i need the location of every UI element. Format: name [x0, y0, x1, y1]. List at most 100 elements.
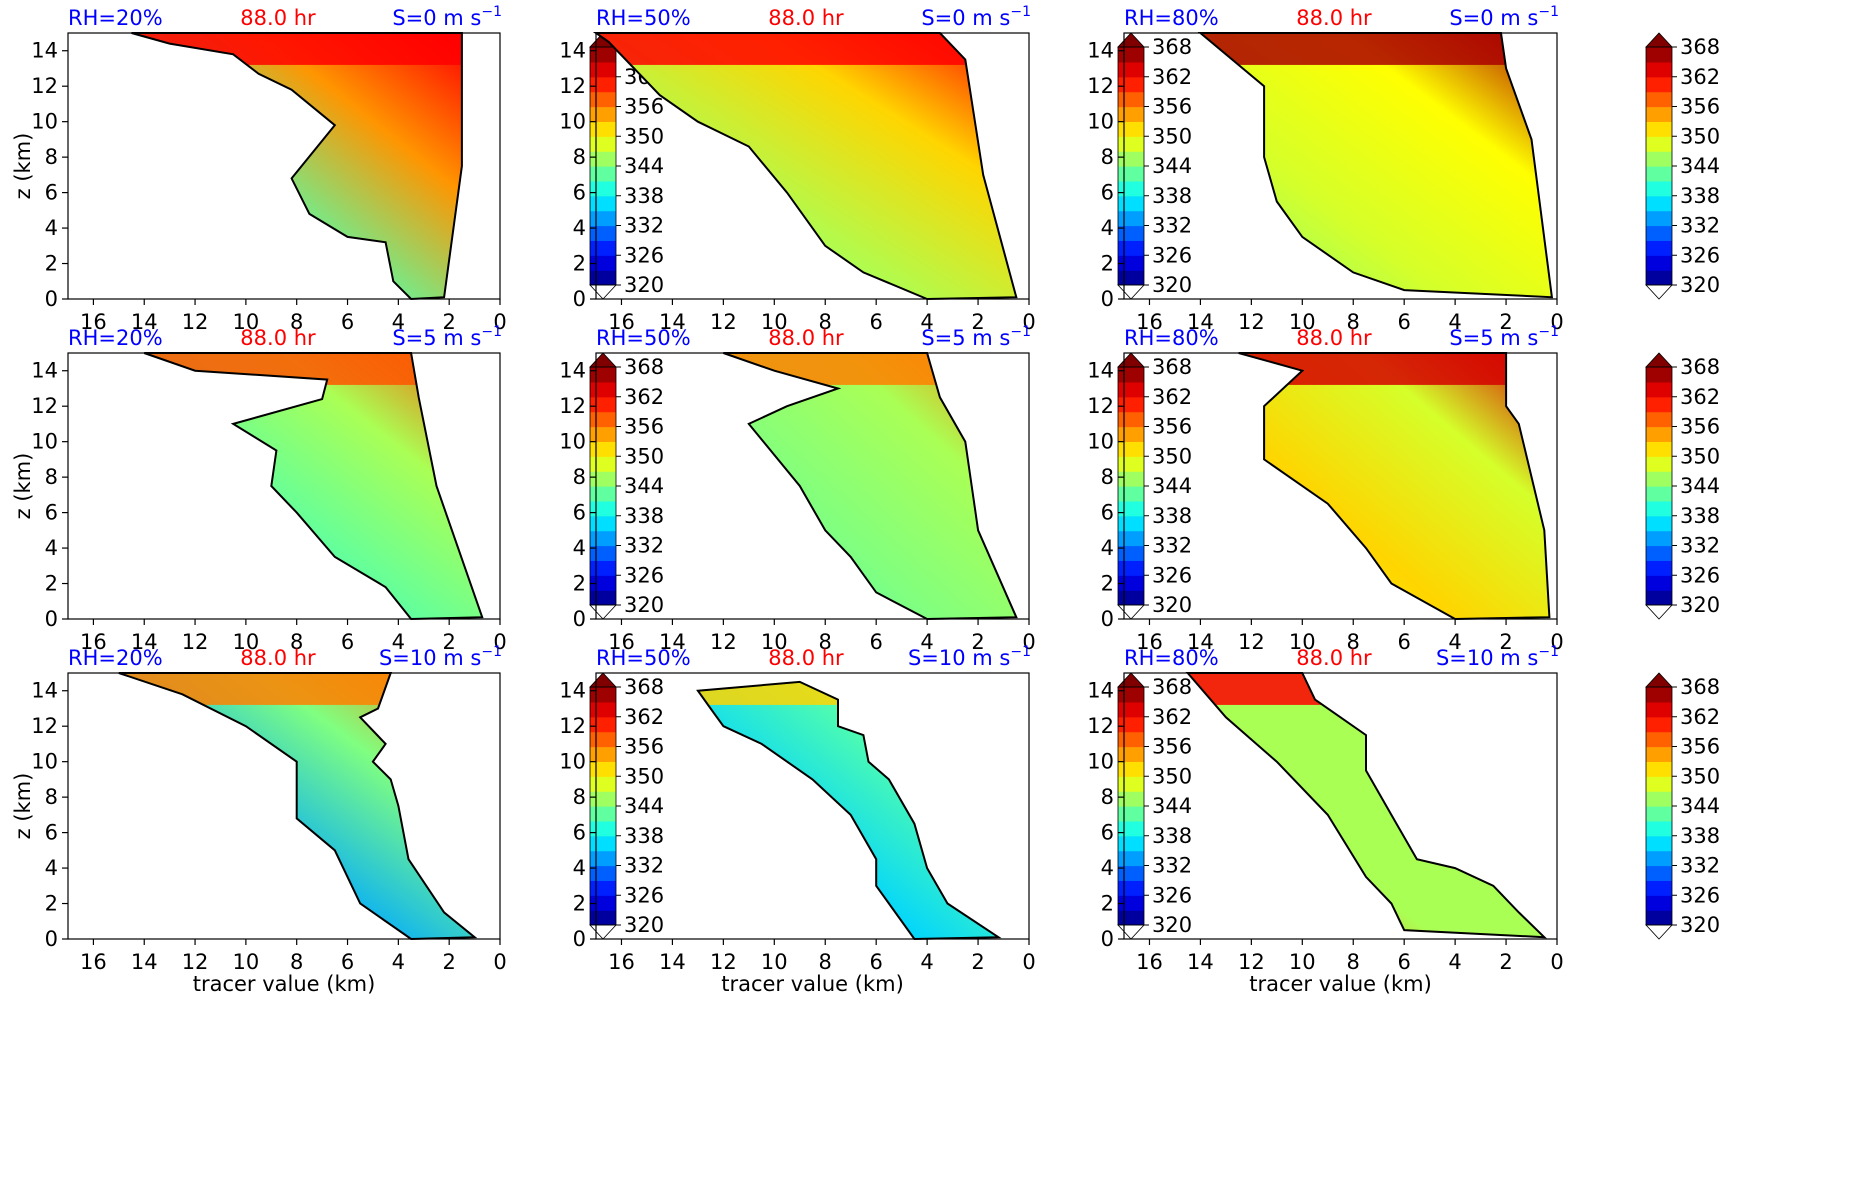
shear-exponent: −1 [1538, 4, 1559, 20]
x-tick-label: 2 [442, 950, 455, 974]
axes-frame [1123, 352, 1558, 620]
colorbar-tick-label: 320 [624, 273, 664, 297]
time-title: 88.0 hr [768, 6, 844, 30]
colorbar-extend-max [1645, 352, 1673, 368]
colorbar-swatch [1118, 731, 1144, 748]
outer-contour [131, 32, 463, 301]
colorbar-swatch [1646, 381, 1672, 398]
colorbar-swatch [1646, 850, 1672, 867]
colorbar-tick-label: 356 [1152, 95, 1192, 119]
colorbar-tick-label: 338 [624, 184, 664, 208]
axes-frame [595, 672, 1030, 940]
x-tick-label: 6 [869, 950, 882, 974]
colorbar-extend-max [1117, 672, 1145, 688]
colorbar-swatch [590, 471, 616, 487]
colorbar-extend-min [589, 924, 617, 940]
colorbar-swatch [1118, 151, 1144, 167]
y-tick-label: 8 [45, 465, 58, 489]
y-tick-label: 6 [45, 821, 58, 845]
x-tick-label: 10 [1289, 630, 1316, 654]
y-tick-label: 0 [573, 287, 586, 311]
x-tick-label: 6 [1397, 630, 1410, 654]
shear-title: S=5 m s−1 [1449, 324, 1559, 350]
colorbar-swatch [1646, 910, 1672, 926]
colorbar-swatch [1118, 136, 1144, 152]
x-tick-label: 8 [1347, 950, 1360, 974]
colorbar-tick-label: 320 [624, 593, 664, 617]
x-tick-label: 4 [392, 310, 405, 334]
filled-region [596, 33, 1017, 299]
colorbar-swatch [1118, 515, 1144, 532]
x-tick-label: 14 [131, 950, 158, 974]
x-tick-label: 14 [659, 950, 686, 974]
y-tick-label: 12 [31, 714, 58, 738]
axes-frame [67, 672, 501, 940]
rh-title: RH=20% [68, 6, 163, 30]
colorbar-extend-max [1645, 672, 1673, 688]
colorbar-swatch [1118, 471, 1144, 487]
colorbar-swatch [1646, 575, 1672, 591]
x-tick-label: 4 [392, 630, 405, 654]
colorbar-swatch [1646, 471, 1672, 487]
x-tick-label: 0 [1022, 630, 1035, 654]
colorbar-swatch [1646, 701, 1672, 718]
x-tick-label: 6 [341, 630, 354, 654]
time-title: 88.0 hr [1296, 646, 1372, 670]
colorbar-swatch [1646, 166, 1672, 182]
colorbar-swatch [1646, 151, 1672, 167]
colorbar-extend-min [1645, 604, 1673, 620]
colorbar-swatch [1646, 180, 1672, 197]
y-tick-label: 8 [573, 785, 586, 809]
colorbar-swatch [590, 701, 616, 718]
rh-title: RH=50% [596, 6, 691, 30]
colorbar-swatch [1646, 210, 1672, 227]
colorbar-tick-label: 368 [1152, 675, 1192, 699]
x-tick-label: 4 [1448, 950, 1461, 974]
x-tick-label: 16 [80, 950, 107, 974]
outer-contour [1185, 672, 1547, 939]
colorbar-swatch [1646, 270, 1672, 286]
colorbar-tick-label: 356 [1152, 415, 1192, 439]
x-tick-label: 16 [608, 310, 635, 334]
y-tick-label: 12 [1087, 394, 1114, 418]
colorbar-tick-label: 326 [624, 883, 664, 907]
colorbar-tick-label: 350 [1152, 764, 1192, 788]
y-tick-label: 6 [1101, 501, 1114, 525]
colorbar-swatch [1118, 180, 1144, 197]
colorbar-swatch [1118, 121, 1144, 137]
y-tick-label: 0 [45, 607, 58, 631]
colorbar-tick-label: 356 [624, 95, 664, 119]
colorbar-swatch [1646, 396, 1672, 413]
colorbar-tick-label: 344 [1152, 794, 1192, 818]
colorbar-tick-label: 332 [1152, 534, 1192, 558]
y-axis-label: z (km) [11, 453, 35, 520]
colorbar-swatch [590, 880, 616, 896]
y-tick-label: 2 [573, 572, 586, 596]
colorbar-swatch [590, 806, 616, 822]
y-tick-label: 0 [45, 927, 58, 951]
filled-region [1187, 673, 1545, 938]
y-tick-label: 4 [45, 536, 58, 560]
colorbar-extend-max [1117, 352, 1145, 368]
x-tick-label: 0 [1550, 310, 1563, 334]
x-tick-label: 0 [493, 630, 506, 654]
y-tick-label: 14 [1087, 359, 1114, 383]
colorbar-swatch [1118, 47, 1144, 63]
axes-frame [67, 32, 501, 300]
colorbar-extend-min [1117, 604, 1145, 620]
shear-title: S=0 m s−1 [921, 4, 1031, 30]
colorbar-tick-label: 332 [1680, 854, 1720, 878]
upper-band [144, 353, 483, 385]
y-tick-label: 2 [45, 892, 58, 916]
colorbar-tick-label: 326 [624, 243, 664, 267]
x-tick-label: 12 [182, 630, 209, 654]
y-tick-label: 10 [1087, 750, 1114, 774]
shear-exponent: −1 [1538, 324, 1559, 340]
x-tick-label: 12 [1238, 310, 1265, 334]
x-tick-label: 4 [1448, 630, 1461, 654]
x-tick-label: 2 [971, 630, 984, 654]
shear-text: S=10 m s [1436, 646, 1538, 670]
colorbar-tick-label: 356 [1680, 95, 1720, 119]
y-tick-label: 12 [559, 714, 586, 738]
x-tick-label: 8 [290, 630, 303, 654]
